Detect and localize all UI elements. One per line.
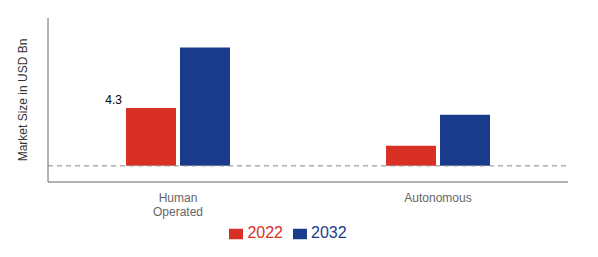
- svg-text:HumanOperated: HumanOperated: [153, 191, 203, 219]
- html-text:2032: 2032: [311, 224, 347, 241]
- svg-text:4.3: 4.3: [105, 93, 122, 107]
- html-text:2022: 2022: [247, 224, 283, 241]
- svg-text:Market Size in USD Bn: Market Size in USD Bn: [16, 39, 30, 162]
- svg-text:Autonomous: Autonomous: [404, 191, 471, 205]
